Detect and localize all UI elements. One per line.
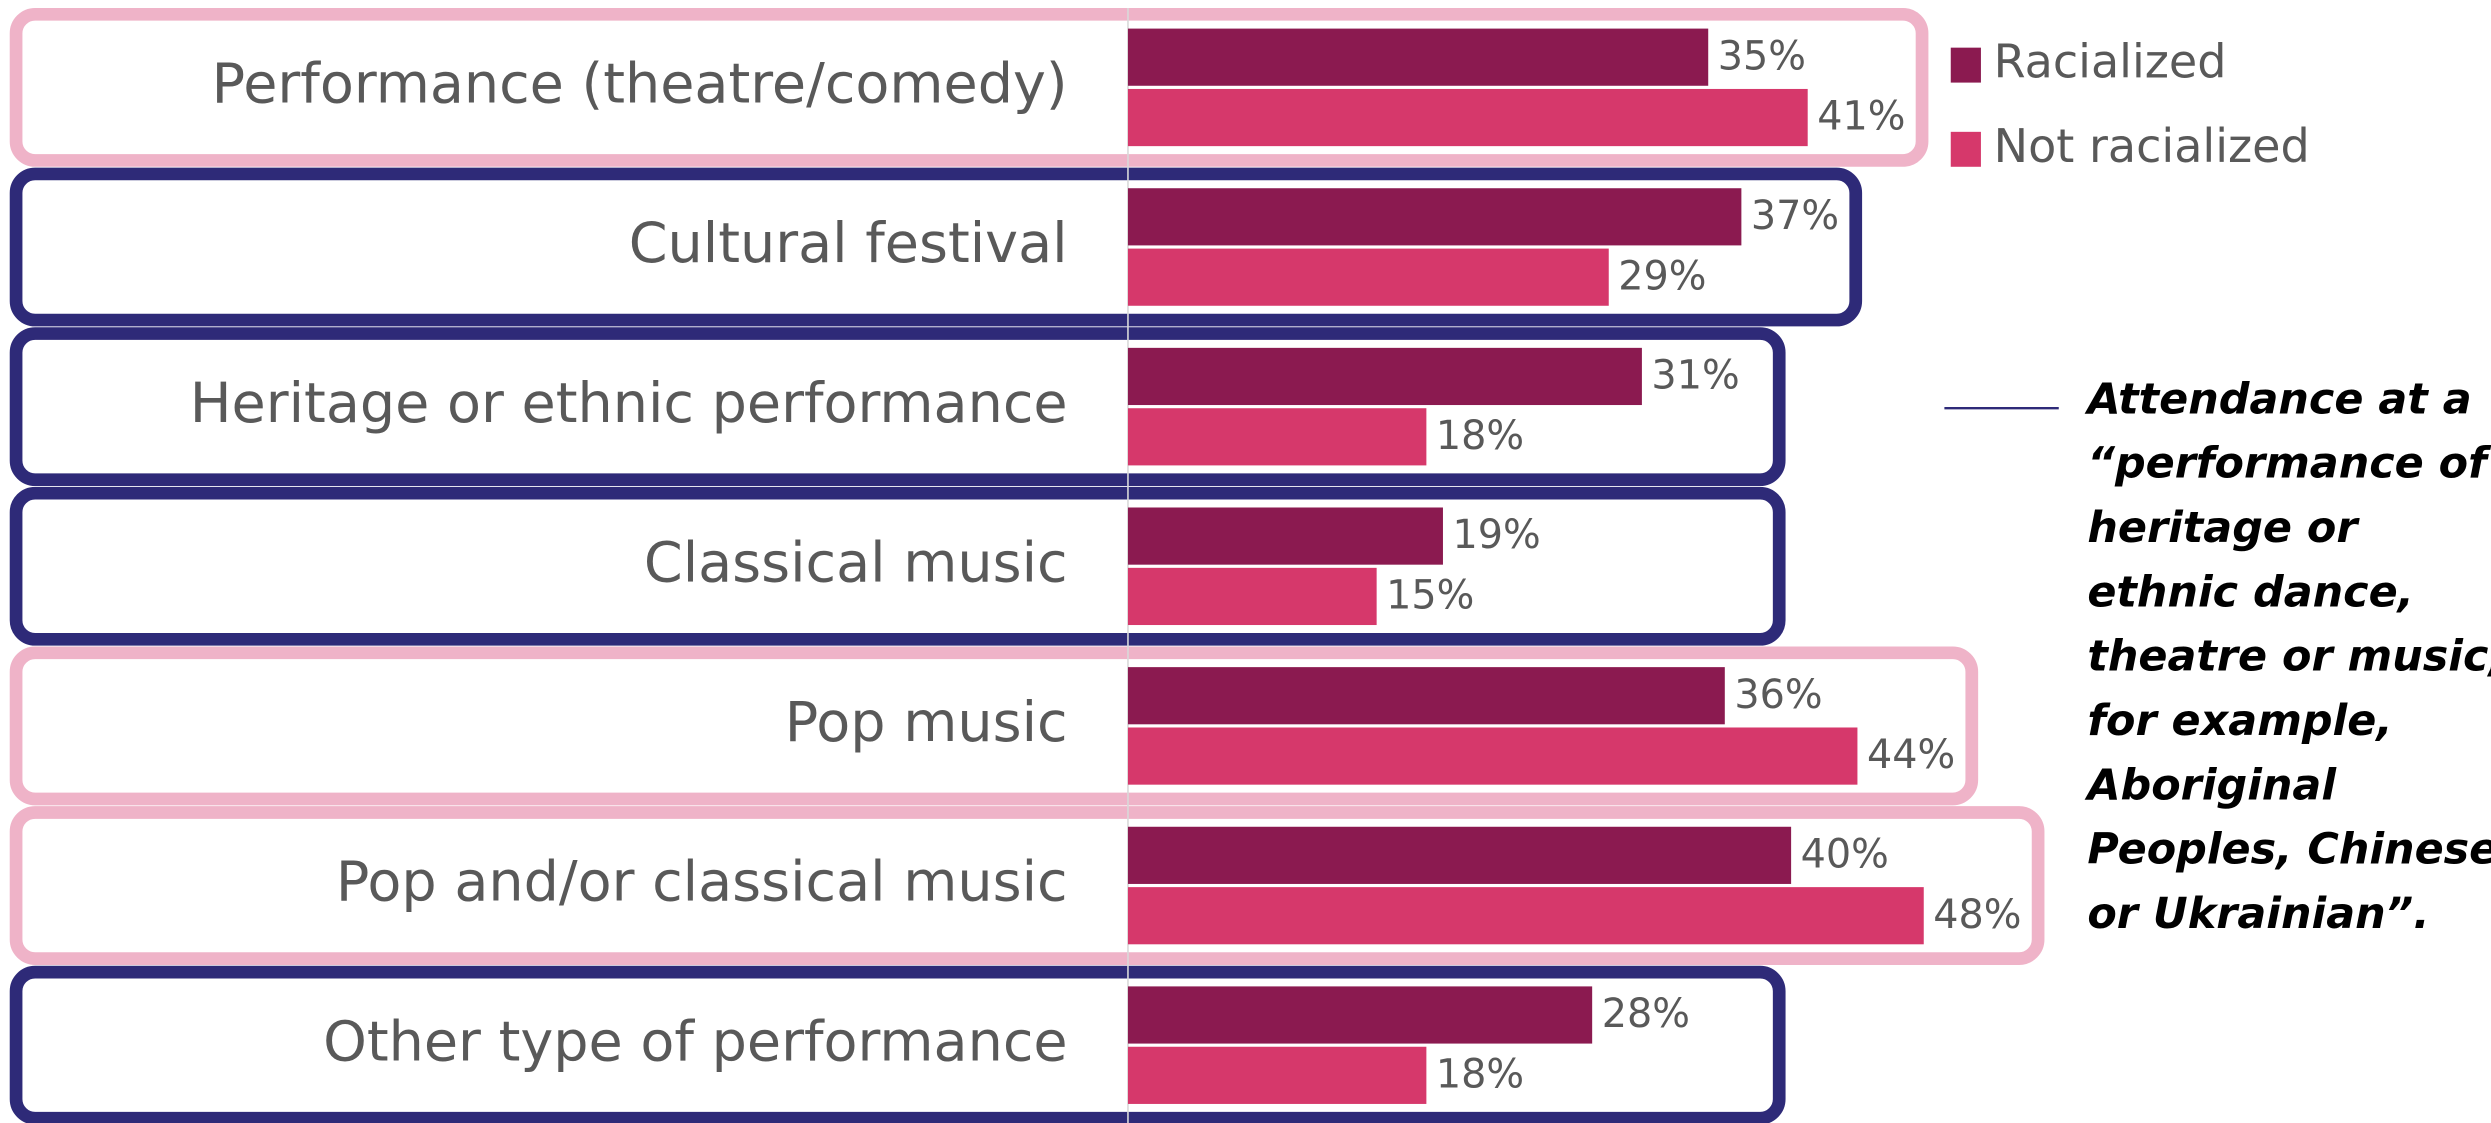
category-label: Classical music bbox=[644, 530, 1068, 595]
annotation-line: ethnic dance, bbox=[2087, 567, 2414, 617]
annotation-line: Peoples, Chinese bbox=[2087, 825, 2491, 875]
value-label: 41% bbox=[1817, 94, 1905, 140]
category-box bbox=[9, 965, 1786, 1123]
value-label: 31% bbox=[1651, 353, 1739, 399]
legend-label: Not racialized bbox=[1994, 119, 2310, 173]
bar bbox=[1127, 347, 1642, 406]
category-label: Heritage or ethnic performance bbox=[190, 371, 1068, 436]
legend-swatch bbox=[1950, 131, 1981, 167]
bar bbox=[1127, 727, 1858, 785]
value-label: 18% bbox=[1436, 1051, 1524, 1097]
value-label: 29% bbox=[1618, 253, 1706, 299]
category-label: Pop music bbox=[785, 690, 1068, 755]
annotation-line: “performance of bbox=[2087, 439, 2491, 489]
value-label: 19% bbox=[1452, 512, 1540, 558]
bar bbox=[1127, 408, 1427, 466]
category-box bbox=[9, 327, 1786, 487]
category-box bbox=[9, 7, 1929, 167]
bar bbox=[1127, 887, 1924, 945]
value-label: 35% bbox=[1718, 33, 1806, 79]
bar bbox=[1127, 188, 1742, 246]
value-label: 40% bbox=[1801, 831, 1889, 877]
category-box bbox=[9, 486, 1786, 646]
bar bbox=[1127, 507, 1443, 565]
category-box bbox=[9, 646, 1979, 806]
annotation-line: theatre or music, bbox=[2087, 632, 2491, 682]
value-label: 44% bbox=[1867, 732, 1955, 778]
annotation-line: or Ukrainian”. bbox=[2087, 889, 2429, 939]
bar bbox=[1127, 88, 1808, 147]
legend-label: Racialized bbox=[1994, 35, 2227, 89]
value-label: 48% bbox=[1933, 892, 2021, 938]
category-label: Performance (theatre/comedy) bbox=[212, 51, 1068, 116]
category-label: Other type of performance bbox=[323, 1009, 1067, 1074]
bar bbox=[1127, 986, 1593, 1044]
value-label: 18% bbox=[1436, 413, 1524, 459]
legend-swatch bbox=[1950, 47, 1981, 83]
category-label: Pop and/or classical music bbox=[336, 850, 1068, 915]
bar bbox=[1127, 667, 1725, 725]
annotation-line: heritage or bbox=[2087, 503, 2360, 553]
value-label: 36% bbox=[1734, 672, 1822, 718]
bar bbox=[1127, 567, 1377, 626]
value-label: 37% bbox=[1751, 193, 1839, 239]
bar bbox=[1127, 28, 1709, 86]
value-label: 28% bbox=[1602, 991, 1690, 1037]
category-label: Cultural festival bbox=[629, 211, 1068, 276]
bar bbox=[1127, 248, 1609, 306]
annotation-line: Aboriginal bbox=[2084, 760, 2337, 810]
category-box bbox=[9, 167, 1863, 327]
value-label: 15% bbox=[1386, 573, 1474, 619]
bar bbox=[1127, 826, 1792, 884]
bar bbox=[1127, 1046, 1427, 1104]
category-box bbox=[9, 806, 2045, 965]
annotation-line: Attendance at a bbox=[2084, 374, 2471, 424]
annotation-line: for example, bbox=[2087, 696, 2392, 746]
